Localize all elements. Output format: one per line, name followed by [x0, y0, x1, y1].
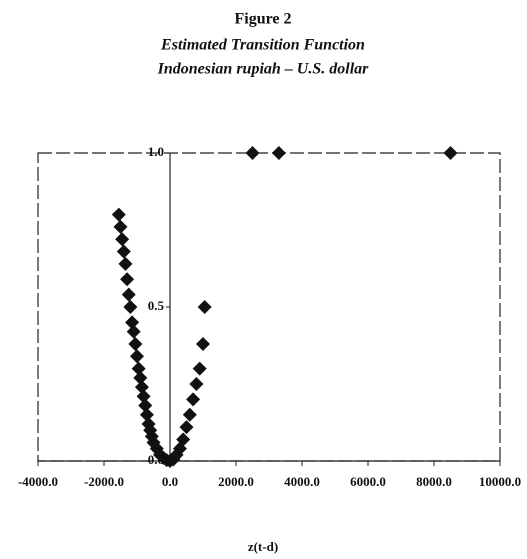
- x-tick-label: -2000.0: [84, 474, 124, 489]
- plot-frame: [37, 152, 501, 462]
- point: [125, 315, 140, 330]
- point: [118, 256, 133, 271]
- point: [139, 407, 154, 422]
- point: [128, 336, 143, 351]
- x-tick-label: 2000.0: [218, 474, 254, 489]
- y-tick-label: 0.5: [148, 298, 165, 313]
- point: [138, 398, 153, 413]
- x-tick-label: 6000.0: [350, 474, 386, 489]
- point: [113, 219, 128, 234]
- point: [271, 146, 286, 160]
- point: [189, 377, 204, 391]
- point: [130, 349, 144, 364]
- point: [176, 432, 191, 447]
- point: [123, 300, 138, 314]
- point: [126, 324, 141, 339]
- chart-title: Figure 2: [234, 11, 291, 28]
- point: [197, 300, 212, 314]
- point: [121, 287, 136, 302]
- point: [186, 392, 201, 407]
- point: [136, 389, 151, 404]
- point: [245, 146, 260, 160]
- x-tick-label: 4000.0: [284, 474, 320, 489]
- point: [115, 232, 130, 247]
- x-tick-label: 10000.0: [479, 474, 521, 489]
- point: [111, 207, 126, 222]
- point: [443, 146, 458, 160]
- point: [179, 420, 194, 435]
- x-axis-label: z(t-d): [248, 539, 278, 554]
- point: [116, 244, 131, 259]
- point: [131, 361, 146, 376]
- point: [192, 361, 207, 376]
- chart-subtitle: Estimated Transition Function: [160, 37, 365, 54]
- point: [133, 370, 148, 385]
- x-tick-label: 8000.0: [416, 474, 452, 489]
- y-tick-label: 1.0: [148, 144, 164, 159]
- point: [196, 336, 210, 351]
- point: [120, 272, 135, 287]
- point: [134, 380, 149, 395]
- chart-subtitle: Indonesian rupiah – U.S. dollar: [157, 61, 370, 78]
- x-tick-label: 0.0: [162, 474, 178, 489]
- point: [182, 407, 197, 422]
- x-tick-label: -4000.0: [18, 474, 58, 489]
